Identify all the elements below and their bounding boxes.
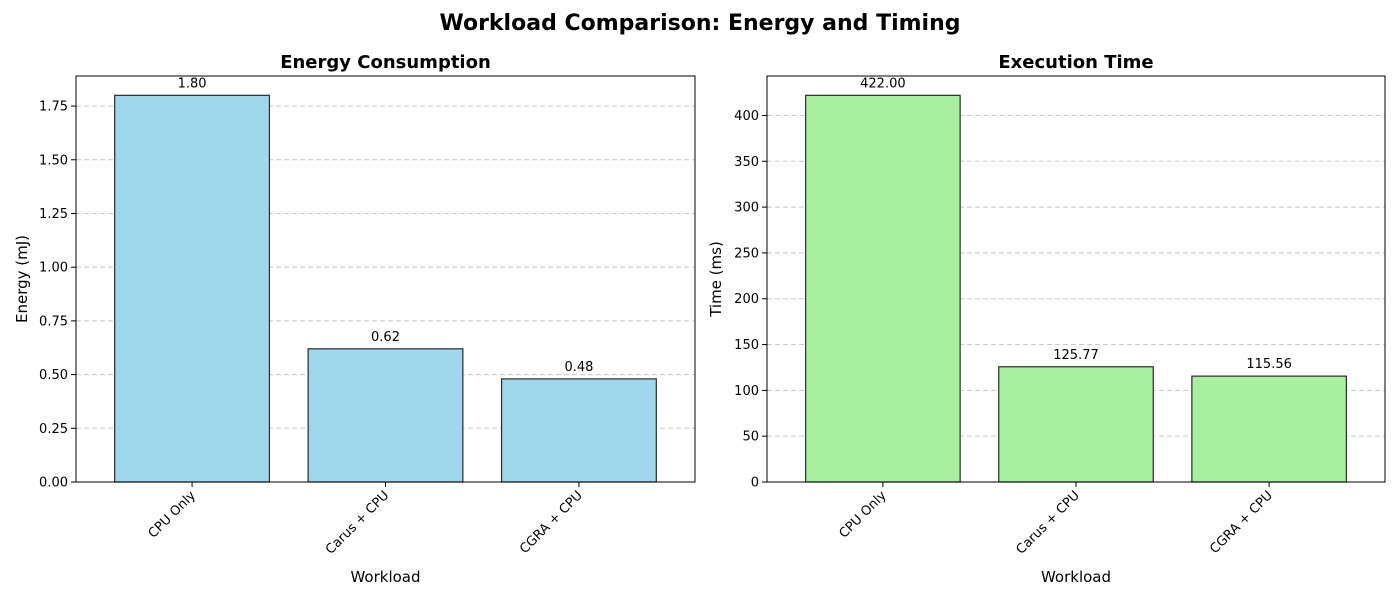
y-tick-label: 150 <box>734 338 759 353</box>
data-label: 422.00 <box>860 76 906 91</box>
y-tick-label: 200 <box>734 292 759 307</box>
y-tick-label: 350 <box>734 155 759 170</box>
bars <box>805 94 1347 483</box>
y-tick-label: 1.75 <box>39 100 68 115</box>
y-tick-label: 0.25 <box>39 422 68 437</box>
bar <box>1191 375 1347 483</box>
y-tick-label: 0.50 <box>39 368 68 383</box>
figure-title: Workload Comparison: Energy and Timing <box>439 11 960 36</box>
chart-title: Energy Consumption <box>280 52 491 73</box>
y-tick-label: 50 <box>742 430 759 445</box>
plot-frame <box>766 75 1386 483</box>
x-tick-label: CGRA + CPU <box>517 488 586 557</box>
y-tick-label: 0 <box>751 476 759 491</box>
x-axis-label: Workload <box>1041 568 1111 586</box>
x-axis-label: Workload <box>350 568 420 586</box>
plot-frame <box>75 75 696 483</box>
data-label: 0.48 <box>564 360 593 375</box>
x-tick-label: Carus + CPU <box>323 488 392 557</box>
y-tick-label: 250 <box>734 246 759 261</box>
bar <box>114 94 271 483</box>
y-tick-label: 300 <box>734 201 759 216</box>
x-tick-label: CPU Only <box>836 488 889 541</box>
bar <box>307 348 464 483</box>
bar <box>998 366 1154 483</box>
y-axis-label: Energy (mJ) <box>13 235 31 323</box>
data-label: 125.77 <box>1053 348 1099 363</box>
data-label: 115.56 <box>1246 357 1292 372</box>
chart-title: Execution Time <box>998 52 1153 73</box>
bars <box>114 94 657 483</box>
energy-consumption-chart: Energy Consumption Workload Energy (mJ) … <box>13 52 696 586</box>
execution-time-chart: Execution Time Workload Time (ms) 0 50 100… <box>707 52 1386 586</box>
y-tick-label: 1.50 <box>39 153 68 168</box>
x-tick-label: CPU Only <box>146 488 199 541</box>
y-tick-label: 0.75 <box>39 314 68 329</box>
y-tick-label: 0.00 <box>39 476 68 491</box>
x-tick-label: Carus + CPU <box>1014 488 1083 557</box>
y-tick-label: 1.00 <box>39 261 68 276</box>
data-label: 1.80 <box>178 76 207 91</box>
bar <box>805 94 961 483</box>
x-tick-label: CGRA + CPU <box>1207 488 1276 557</box>
y-tick-label: 1.25 <box>39 207 68 222</box>
y-tick-label: 400 <box>734 109 759 124</box>
y-tick-label: 100 <box>734 384 759 399</box>
bar <box>500 378 657 483</box>
data-label: 0.62 <box>371 330 400 345</box>
y-axis-label: Time (ms) <box>707 241 725 318</box>
